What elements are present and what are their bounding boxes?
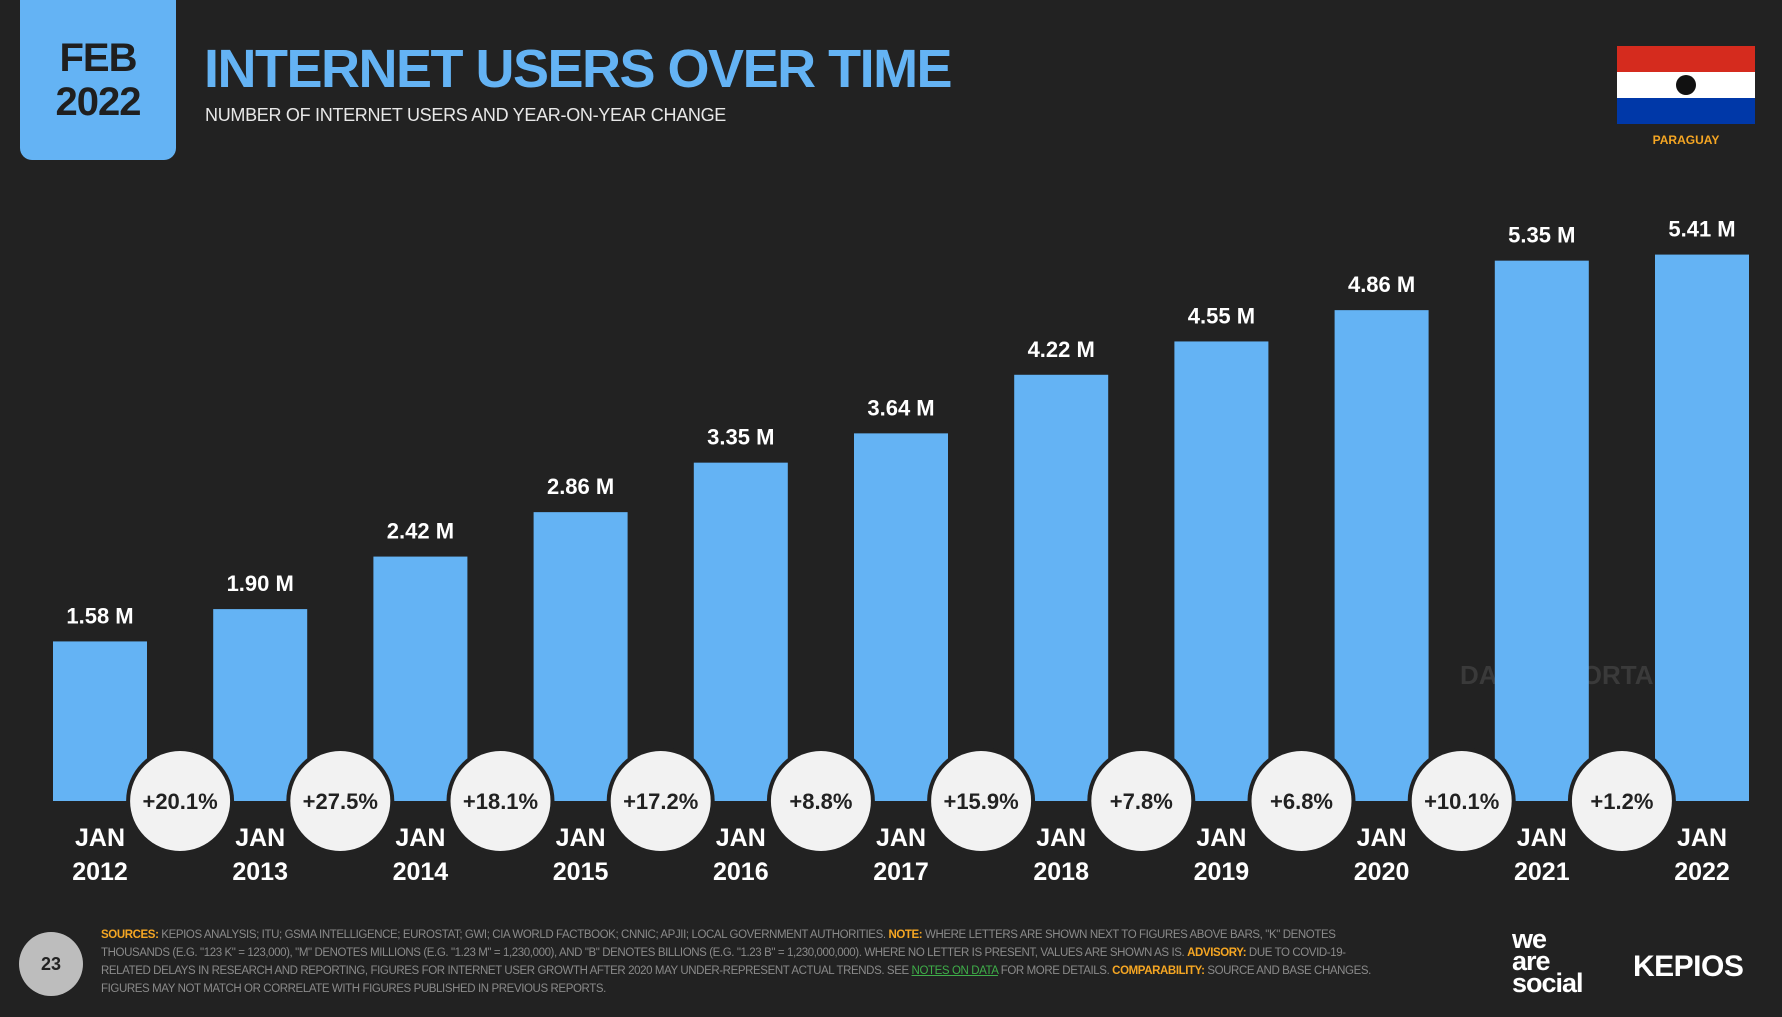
comparability-text: SOURCE AND BASE CHANGES. FIGURES MAY NOT… — [101, 965, 1371, 995]
x-tick-month: JAN — [556, 824, 606, 852]
comparability-label: COMPARABILITY: — [1112, 965, 1205, 977]
yoy-change-label: +15.9% — [943, 789, 1018, 814]
bar-value-label: 5.35 M — [1508, 223, 1575, 248]
sources-text: KEPIOS ANALYSIS; ITU; GSMA INTELLIGENCE;… — [158, 929, 889, 941]
bar — [693, 462, 788, 801]
x-tick-year: 2018 — [1033, 858, 1089, 886]
country-label: PARAGUAY — [1652, 133, 1720, 147]
flag-stripe-red — [1617, 46, 1755, 72]
bar-value-label: 2.86 M — [547, 474, 614, 499]
x-tick-year: 2019 — [1194, 858, 1250, 886]
bar-value-label: 1.58 M — [66, 603, 133, 628]
bar-value-label: 4.86 M — [1348, 272, 1415, 297]
yoy-circle — [1571, 751, 1672, 851]
after-link-text: FOR MORE DETAILS. — [997, 965, 1113, 977]
bar-value-label: 3.64 M — [867, 395, 934, 420]
bar-chart: 1.58 M JAN 2012 1.90 M JAN 2013 2.42 M JAN 2014 2… — [53, 217, 1749, 886]
yoy-change-label: +18.1% — [463, 789, 538, 814]
x-tick-month: JAN — [1196, 824, 1246, 852]
yoy-circle — [770, 751, 871, 851]
x-tick-month: JAN — [1677, 824, 1727, 852]
we-are-social-logo: we are social — [1512, 926, 1584, 997]
bar-value-label: 2.42 M — [387, 519, 454, 544]
x-tick-year: 2020 — [1354, 858, 1410, 886]
x-tick-year: 2022 — [1674, 858, 1730, 886]
flag-stripe-white — [1617, 72, 1755, 98]
bar — [1014, 374, 1109, 801]
yoy-change-label: +7.8% — [1110, 789, 1173, 814]
x-tick-month: JAN — [75, 824, 125, 852]
yoy-change-label: +17.2% — [623, 789, 698, 814]
x-tick-month: JAN — [716, 824, 766, 852]
bar — [213, 609, 308, 801]
bar — [1174, 341, 1269, 801]
x-tick-year: 2021 — [1514, 858, 1570, 886]
date-month: FEB — [59, 36, 138, 80]
bar-value-label: 5.41 M — [1668, 217, 1735, 242]
x-tick-year: 2014 — [393, 858, 449, 886]
yoy-change-label: +1.2% — [1590, 789, 1653, 814]
yoy-circle — [1251, 751, 1352, 851]
bar-value-label: 4.55 M — [1188, 303, 1255, 328]
x-tick-year: 2012 — [72, 858, 128, 886]
bar — [1655, 254, 1749, 802]
bar-value-label: 4.22 M — [1028, 337, 1095, 362]
date-badge: FEB 2022 — [20, 0, 176, 160]
yoy-change-label: +27.5% — [303, 789, 378, 814]
yoy-circle — [130, 751, 231, 851]
page-subtitle: NUMBER OF INTERNET USERS AND YEAR-ON-YEA… — [205, 105, 727, 125]
paraguay-flag-icon — [1617, 46, 1755, 124]
yoy-circle — [450, 751, 551, 851]
yoy-change-label: +8.8% — [789, 789, 852, 814]
flag-emblem — [1676, 75, 1696, 95]
bar — [53, 641, 147, 801]
note-text: WHERE LETTERS ARE SHOWN NEXT TO FIGURES … — [101, 929, 1336, 959]
note-label: NOTE: — [888, 929, 923, 941]
notes-on-data-link[interactable]: NOTES ON DATA — [911, 965, 999, 977]
x-tick-month: JAN — [235, 824, 285, 852]
flag-stripe-blue — [1617, 98, 1755, 124]
yoy-change-label: +10.1% — [1424, 789, 1499, 814]
x-tick-month: JAN — [1357, 824, 1407, 852]
x-tick-month: JAN — [395, 824, 445, 852]
bar — [854, 433, 948, 801]
date-year: 2022 — [55, 80, 142, 124]
we-are-social-text: we are social — [1512, 924, 1584, 998]
bar — [533, 512, 628, 801]
x-tick-month: JAN — [1036, 824, 1086, 852]
x-tick-year: 2015 — [553, 858, 609, 886]
bar — [1334, 310, 1429, 801]
bar-value-label: 3.35 M — [707, 425, 774, 450]
yoy-change-label: +6.8% — [1270, 789, 1333, 814]
yoy-circle — [931, 751, 1032, 851]
page-number: 23 — [19, 932, 83, 996]
x-tick-year: 2017 — [873, 858, 929, 886]
x-tick-month: JAN — [876, 824, 926, 852]
yoy-circle — [610, 751, 711, 851]
advisory-label: ADVISORY: — [1187, 947, 1247, 959]
x-tick-year: 2016 — [713, 858, 769, 886]
yoy-circle — [290, 751, 391, 851]
sources-label: SOURCES: — [101, 929, 159, 941]
yoy-change-label: +20.1% — [142, 789, 217, 814]
yoy-circle — [1411, 751, 1512, 851]
footer-notes: SOURCES: KEPIOS ANALYSIS; ITU; GSMA INTE… — [101, 926, 1381, 998]
bar — [1494, 260, 1589, 801]
yoy-circle — [1091, 751, 1192, 851]
advisory-text: DUE TO COVID-19-RELATED DELAYS IN RESEAR… — [101, 947, 1346, 977]
bar-value-label: 1.90 M — [227, 571, 294, 596]
bar — [373, 556, 468, 801]
kepios-logo: KEPIOS — [1633, 950, 1744, 983]
x-tick-year: 2013 — [232, 858, 288, 886]
page-title: INTERNET USERS OVER TIME — [204, 39, 953, 99]
x-tick-month: JAN — [1517, 824, 1567, 852]
